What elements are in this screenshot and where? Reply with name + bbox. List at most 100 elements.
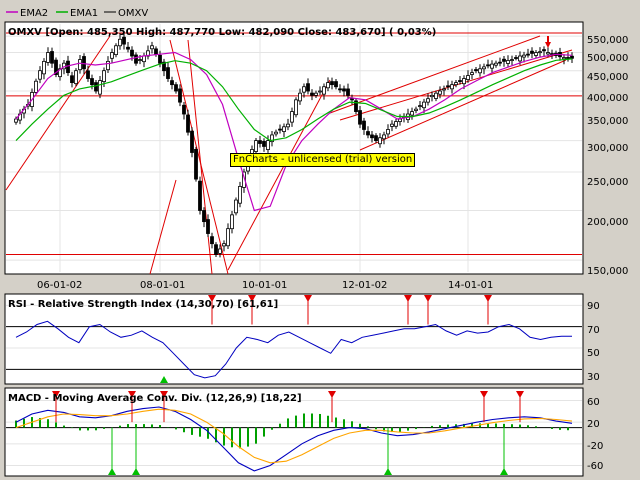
candle-body — [142, 55, 146, 63]
candle-body — [50, 51, 54, 64]
candle-body — [106, 60, 110, 71]
price-y-tick: 550,000 — [587, 35, 628, 46]
candle-body — [90, 78, 94, 86]
candle-body — [218, 248, 222, 254]
candle-body — [162, 61, 166, 72]
macd-histogram-bar — [63, 425, 65, 428]
candle-body — [526, 53, 530, 56]
macd-histogram-bar — [335, 417, 337, 428]
candle-body — [434, 92, 438, 99]
signal-arrow — [545, 42, 551, 48]
macd-sell-signal — [128, 391, 136, 398]
macd-histogram-bar — [303, 413, 305, 428]
candle-body — [82, 56, 86, 70]
candle-body — [338, 88, 342, 91]
candle-body — [410, 111, 414, 116]
candle-body — [438, 90, 442, 95]
rsi-sell-signal — [304, 295, 312, 302]
candle-body — [138, 59, 142, 61]
candle-body — [34, 80, 38, 93]
macd-histogram-bar — [559, 427, 561, 430]
macd-histogram-bar — [327, 415, 329, 428]
candle-body — [326, 82, 330, 89]
candle-body — [386, 129, 390, 135]
candle-body — [418, 105, 422, 108]
rsi-line — [15, 320, 572, 379]
macd-histogram-bar — [439, 425, 441, 428]
legend-ema2-label: EMA2 — [20, 8, 48, 19]
candle-body — [470, 72, 474, 75]
macd-histogram-bar — [535, 426, 537, 428]
macd-histogram-bar — [263, 427, 265, 437]
candle-body — [98, 80, 102, 95]
candle-body — [230, 214, 234, 230]
trend-line — [149, 179, 177, 275]
candle-body — [534, 52, 538, 56]
candle-body — [514, 57, 518, 59]
candle-body — [206, 219, 210, 234]
candle-body — [426, 98, 430, 103]
candle-body — [122, 36, 126, 45]
candle-body — [450, 84, 454, 90]
candle-body — [242, 171, 246, 188]
rsi-y-tick: 70 — [587, 325, 600, 336]
macd-histogram-bar — [143, 424, 145, 428]
candle-body — [102, 70, 106, 82]
candle-body — [322, 86, 326, 95]
ema-line-ema1 — [15, 58, 573, 142]
macd-histogram-bar — [551, 427, 553, 429]
macd-histogram-bar — [23, 418, 25, 428]
trend-line — [227, 79, 331, 271]
candle-body — [366, 131, 370, 136]
candle-body — [330, 81, 334, 86]
candle-body — [358, 110, 362, 125]
macd-sell-signal — [516, 391, 524, 398]
candle-body — [238, 186, 242, 204]
macd-histogram-bar — [495, 423, 497, 428]
rsi-chart-title: RSI - Relative Strength Index (14,30,70)… — [8, 299, 278, 310]
macd-histogram-bar — [199, 427, 201, 437]
rsi-sell-signal — [208, 295, 216, 302]
macd-histogram-bar — [207, 427, 209, 439]
candle-body — [506, 60, 510, 64]
candle-body — [266, 140, 270, 150]
candle-body — [134, 54, 138, 64]
macd-histogram-bar — [319, 413, 321, 428]
candle-body — [510, 59, 514, 61]
candle-body — [70, 75, 74, 83]
candle-body — [370, 134, 374, 139]
macd-buy-signal — [500, 468, 508, 475]
candle-body — [522, 54, 526, 58]
legend-omxv-label: OMXV — [118, 8, 148, 19]
candle-body — [74, 70, 78, 85]
candle-body — [222, 243, 226, 247]
candle-body — [362, 120, 366, 130]
candle-body — [310, 92, 314, 96]
candle-body — [226, 228, 230, 247]
candle-body — [234, 199, 238, 214]
candle-body — [454, 82, 458, 86]
macd-signal-line — [15, 408, 573, 464]
candle-body — [178, 88, 182, 103]
macd-histogram-bar — [503, 423, 505, 428]
candle-body — [190, 130, 194, 153]
macd-y-tick: 60 — [587, 397, 600, 408]
macd-histogram-bar — [135, 424, 137, 428]
price-layer — [5, 24, 582, 275]
candle-body — [446, 85, 450, 88]
candle-body — [390, 123, 394, 127]
price-y-tick: 400,000 — [587, 93, 628, 104]
macd-histogram-bar — [415, 427, 417, 430]
candle-body — [186, 114, 190, 133]
macd-histogram-bar — [55, 422, 57, 428]
candle-body — [54, 59, 58, 75]
candle-body — [298, 92, 302, 102]
macd-histogram-bar — [343, 419, 345, 428]
macd-histogram-bar — [127, 424, 129, 428]
candle-body — [210, 236, 214, 245]
candle-body — [158, 54, 162, 64]
rsi-y-axis: 90 70 50 30 — [587, 301, 600, 383]
candle-body — [422, 101, 426, 109]
